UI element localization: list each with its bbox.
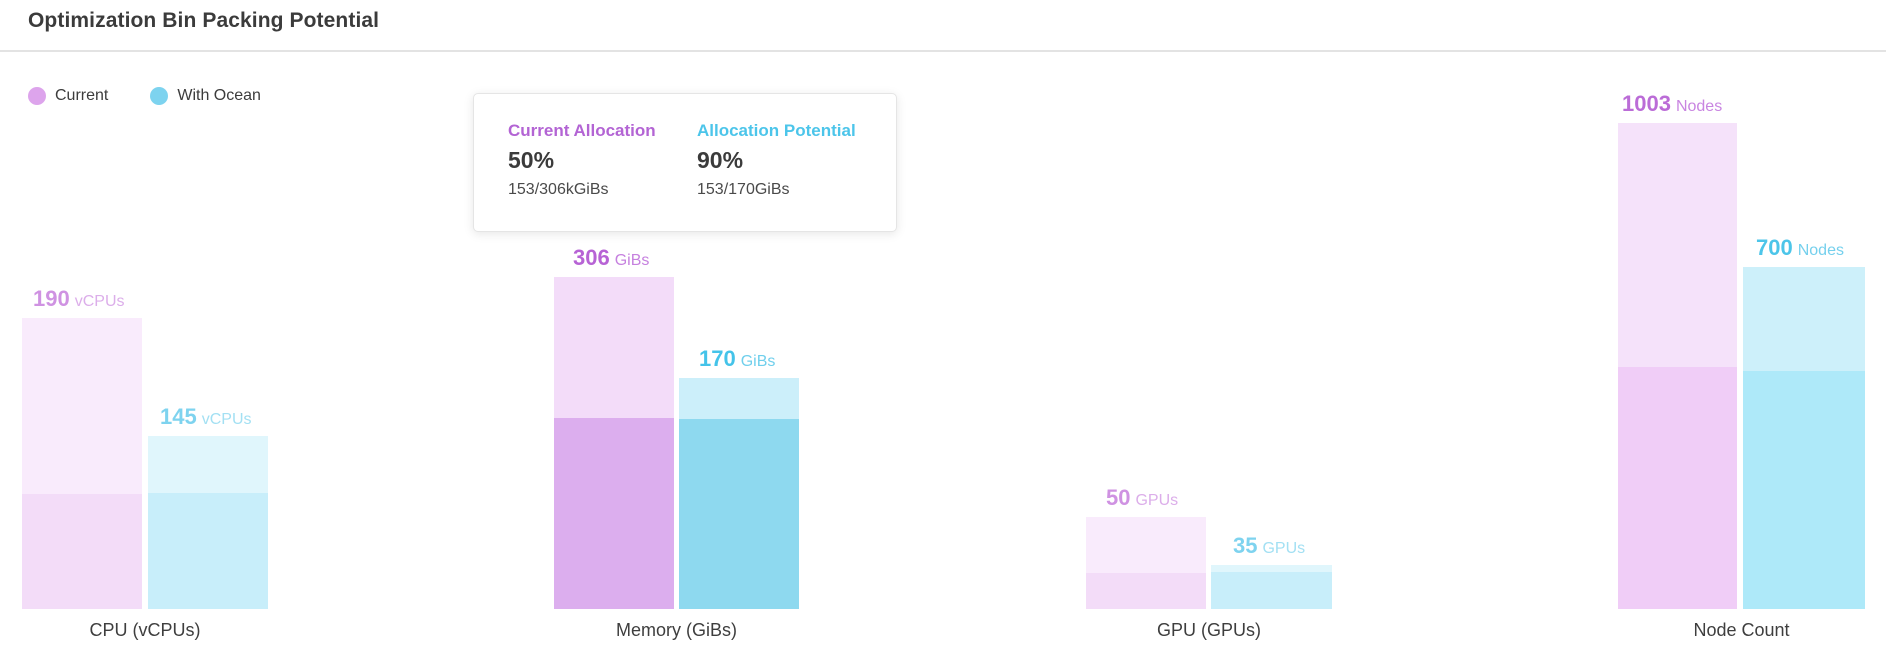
bar-fill-segment bbox=[1086, 573, 1206, 609]
bar-value-unit: vCPUs bbox=[201, 411, 252, 428]
bar-fill-segment bbox=[1618, 367, 1737, 609]
bar-fill-segment bbox=[554, 418, 674, 609]
tooltip-current-percent: 50% bbox=[508, 147, 555, 174]
bar-value-number: 145 bbox=[160, 404, 197, 429]
bar-gpu-gpus-with-ocean[interactable] bbox=[1211, 565, 1332, 609]
bar-value-unit: GPUs bbox=[1135, 492, 1179, 509]
bar-value-number: 700 bbox=[1756, 235, 1793, 260]
bar-value-number: 306 bbox=[573, 245, 610, 270]
header-divider bbox=[0, 50, 1886, 52]
category-label-node-count: Node Count bbox=[1693, 620, 1790, 640]
page-title: Optimization Bin Packing Potential bbox=[28, 9, 380, 32]
bar-value-label-memory-gibs-current: 306 GiBs bbox=[573, 247, 649, 269]
bar-fill-segment bbox=[148, 493, 268, 609]
legend-item-current[interactable]: Current bbox=[28, 87, 108, 105]
bar-value-label-gpu-gpus-with-ocean: 35 GPUs bbox=[1233, 535, 1305, 557]
bar-cpu-vcpus-with-ocean[interactable] bbox=[148, 436, 268, 609]
bar-value-label-cpu-vcpus-current: 190 vCPUs bbox=[33, 288, 125, 310]
bar-node-count-current[interactable] bbox=[1618, 123, 1737, 609]
bar-value-number: 190 bbox=[33, 286, 70, 311]
bar-fill-segment bbox=[1743, 371, 1865, 609]
legend-dot-current-icon bbox=[28, 87, 46, 105]
category-label-gpu-gpus: GPU (GPUs) bbox=[1156, 620, 1261, 640]
bar-value-number: 35 bbox=[1233, 533, 1258, 558]
bar-value-label-node-count-current: 1003 Nodes bbox=[1622, 93, 1722, 115]
bar-value-number: 50 bbox=[1106, 485, 1131, 510]
bar-value-number: 170 bbox=[699, 346, 736, 371]
bar-value-unit: Nodes bbox=[1797, 242, 1844, 259]
bar-value-unit: Nodes bbox=[1675, 98, 1723, 115]
bar-value-label-gpu-gpus-current: 50 GPUs bbox=[1106, 487, 1178, 509]
bar-value-number: 1003 bbox=[1622, 91, 1671, 116]
category-label-memory-gibs: Memory (GiBs) bbox=[616, 620, 737, 640]
tooltip-allocation-potential: Allocation Potential 90% 153/170GiBs bbox=[697, 120, 856, 211]
bar-value-unit: GiBs bbox=[614, 252, 650, 269]
tooltip-potential-title: Allocation Potential bbox=[697, 121, 856, 140]
bar-value-label-cpu-vcpus-with-ocean: 145 vCPUs bbox=[160, 406, 252, 428]
tooltip-current-title: Current Allocation bbox=[508, 121, 656, 140]
bar-node-count-with-ocean[interactable] bbox=[1743, 267, 1865, 609]
bar-fill-segment bbox=[679, 419, 799, 609]
tooltip-potential-percent: 90% bbox=[697, 147, 744, 174]
bar-value-label-memory-gibs-with-ocean: 170 GiBs bbox=[699, 348, 775, 370]
bar-value-unit: GPUs bbox=[1262, 540, 1306, 557]
legend-label-current: Current bbox=[55, 87, 109, 104]
legend-item-with-ocean[interactable]: With Ocean bbox=[150, 87, 261, 105]
legend-label-with-ocean: With Ocean bbox=[177, 87, 261, 104]
tooltip-potential-detail: 153/170GiBs bbox=[697, 180, 790, 198]
legend-dot-with-ocean-icon bbox=[150, 87, 169, 105]
chart-tooltip: Current Allocation 50% 153/306kGiBs Allo… bbox=[473, 93, 897, 232]
tooltip-current-allocation: Current Allocation 50% 153/306kGiBs bbox=[508, 120, 667, 211]
bar-gpu-gpus-current[interactable] bbox=[1086, 517, 1206, 609]
tooltip-current-detail: 153/306kGiBs bbox=[508, 180, 609, 198]
bar-fill-segment bbox=[1211, 572, 1332, 609]
chart-legend: Current With Ocean bbox=[28, 87, 261, 105]
bar-memory-gibs-with-ocean[interactable] bbox=[679, 378, 799, 609]
bar-fill-segment bbox=[22, 494, 142, 609]
bar-value-label-node-count-with-ocean: 700 Nodes bbox=[1756, 237, 1844, 259]
bar-cpu-vcpus-current[interactable] bbox=[22, 318, 142, 609]
bar-value-unit: vCPUs bbox=[74, 293, 125, 310]
bar-value-unit: GiBs bbox=[740, 353, 776, 370]
bar-memory-gibs-current[interactable] bbox=[554, 277, 674, 609]
category-label-cpu-vcpus: CPU (vCPUs) bbox=[89, 620, 201, 640]
